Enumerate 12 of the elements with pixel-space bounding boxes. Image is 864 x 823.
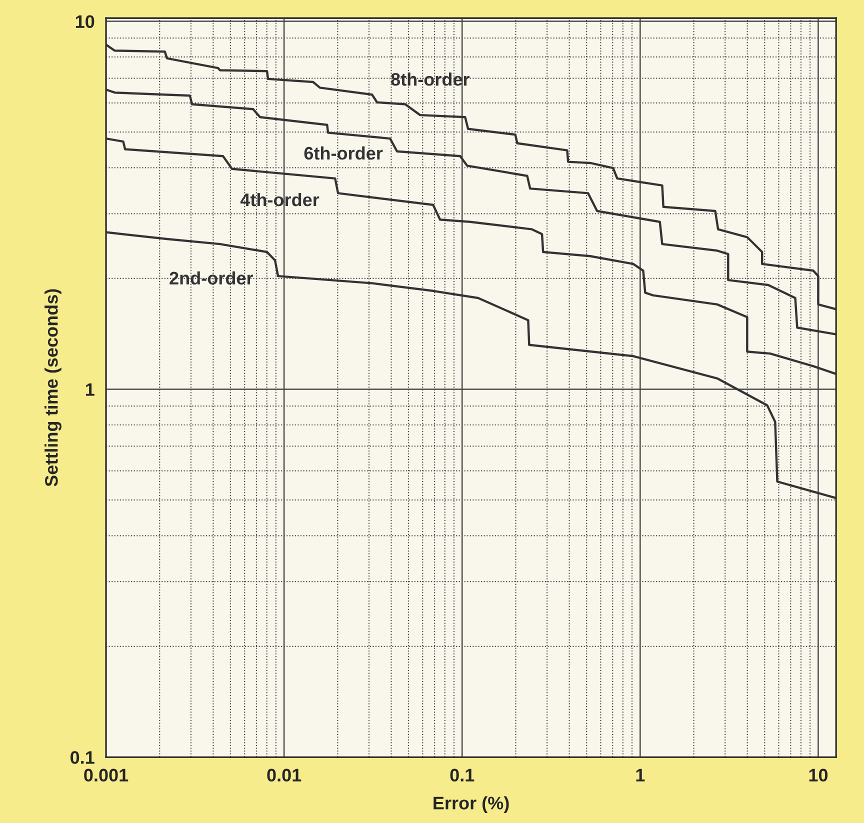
y-axis-title: Settling time (seconds) xyxy=(44,289,62,486)
x-tick-label: 0.1 xyxy=(450,768,474,782)
x-tick-label: 0.001 xyxy=(84,768,128,782)
x-tick-label: 10 xyxy=(809,768,828,782)
series-label: 2nd-order xyxy=(170,271,254,285)
x-tick-label: 1 xyxy=(636,768,645,782)
y-tick-label: 10 xyxy=(76,15,94,28)
y-tick-label: 0.1 xyxy=(70,751,94,764)
series-label: 6th-order xyxy=(304,146,383,160)
y-tick-label: 1 xyxy=(86,383,94,396)
x-tick-label: 0.01 xyxy=(267,768,302,782)
x-axis-title: Error (%) xyxy=(434,796,509,814)
